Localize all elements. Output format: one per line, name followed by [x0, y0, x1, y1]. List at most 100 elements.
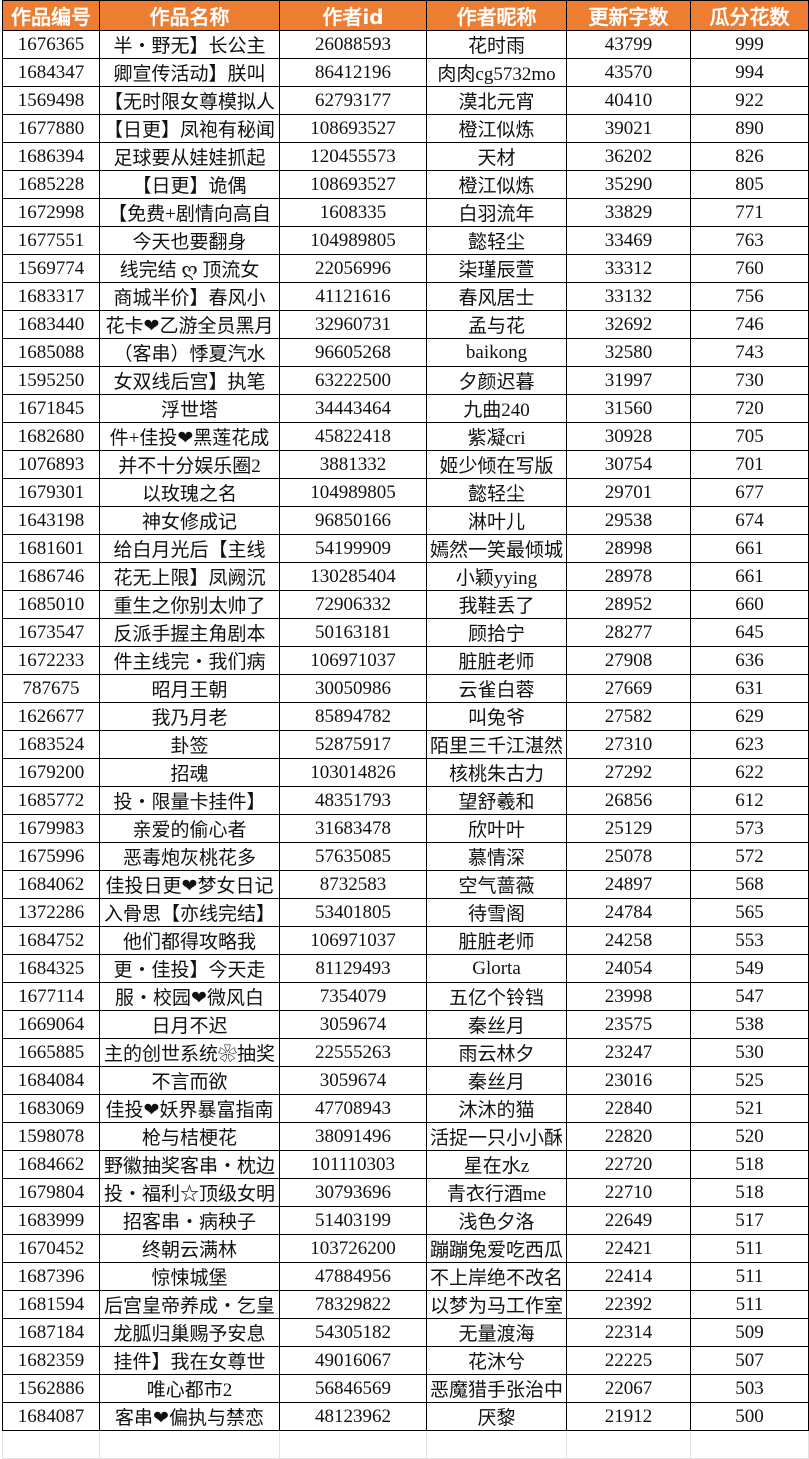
cell-author-nickname[interactable]: 厌黎 [426, 1402, 567, 1431]
cell-author-nickname[interactable]: 叫兔爷 [426, 702, 567, 731]
cell-flowers[interactable]: 674 [690, 506, 809, 535]
cell-author-nickname[interactable]: 夕颜迟暮 [426, 366, 567, 395]
cell-work-id[interactable]: 1676365 [2, 30, 100, 59]
cell-word-count[interactable]: 31997 [566, 366, 691, 395]
cell-work-name[interactable]: 招客串・病秧子 [99, 1206, 280, 1235]
cell-word-count[interactable]: 33312 [566, 254, 691, 283]
cell-work-id[interactable]: 1683317 [2, 282, 100, 311]
cell-flowers[interactable]: 677 [690, 478, 809, 507]
cell-author-nickname[interactable]: 嫣然一笑最倾城 [426, 534, 567, 563]
cell-work-name[interactable]: 花无上限】凤阙沉 [99, 562, 280, 591]
cell-work-name[interactable]: 卦签 [99, 730, 280, 759]
cell-author-nickname[interactable]: 恶魔猎手张治中 [426, 1374, 567, 1403]
cell-author-id[interactable]: 47884956 [279, 1262, 427, 1291]
cell-work-name[interactable]: 龙胍归巢赐予安息 [99, 1318, 280, 1347]
cell-author-nickname[interactable]: 空气蔷薇 [426, 870, 567, 899]
cell-author-id[interactable]: 3059674 [279, 1010, 427, 1039]
cell-author-nickname[interactable]: 白羽流年 [426, 198, 567, 227]
cell-flowers[interactable]: 994 [690, 58, 809, 87]
cell-work-name[interactable]: 【日更】凤袍有秘闻 [99, 114, 280, 143]
cell-work-id[interactable]: 1665885 [2, 1038, 100, 1067]
cell-author-nickname[interactable]: 柒瑾辰萱 [426, 254, 567, 283]
cell-flowers[interactable]: 660 [690, 590, 809, 619]
cell-work-id[interactable]: 1598078 [2, 1122, 100, 1151]
cell-flowers[interactable]: 771 [690, 198, 809, 227]
cell-work-name[interactable]: 更・佳投】今天走 [99, 954, 280, 983]
cell-author-id[interactable]: 106971037 [279, 646, 427, 675]
cell-work-id[interactable]: 1684062 [2, 870, 100, 899]
cell-author-nickname[interactable]: 天材 [426, 142, 567, 171]
cell-author-nickname[interactable]: 星在水z [426, 1150, 567, 1179]
cell-flowers[interactable]: 507 [690, 1346, 809, 1375]
cell-flowers[interactable]: 518 [690, 1178, 809, 1207]
cell-work-id[interactable]: 1679200 [2, 758, 100, 787]
cell-word-count[interactable]: 30928 [566, 422, 691, 451]
cell-work-name[interactable]: 【无时限女尊模拟人 [99, 86, 280, 115]
cell-flowers[interactable]: 549 [690, 954, 809, 983]
cell-flowers[interactable]: 622 [690, 758, 809, 787]
empty-cell[interactable] [690, 1430, 809, 1459]
cell-work-name[interactable]: 服・校园❤微风白 [99, 982, 280, 1011]
cell-work-name[interactable]: 件+佳投❤黑莲花成 [99, 422, 280, 451]
cell-work-name[interactable]: 商城半价】春风小 [99, 282, 280, 311]
cell-author-nickname[interactable]: 脏脏老师 [426, 926, 567, 955]
cell-work-id[interactable]: 1643198 [2, 506, 100, 535]
cell-author-id[interactable]: 3059674 [279, 1066, 427, 1095]
cell-flowers[interactable]: 547 [690, 982, 809, 1011]
cell-author-id[interactable]: 101110303 [279, 1150, 427, 1179]
cell-word-count[interactable]: 22649 [566, 1206, 691, 1235]
cell-word-count[interactable]: 27310 [566, 730, 691, 759]
cell-work-name[interactable]: 足球要从娃娃抓起 [99, 142, 280, 171]
cell-work-name[interactable]: 佳投❤妖界暴富指南 [99, 1094, 280, 1123]
cell-word-count[interactable]: 22314 [566, 1318, 691, 1347]
empty-cell[interactable] [279, 1430, 427, 1459]
cell-work-id[interactable]: 1683524 [2, 730, 100, 759]
cell-work-id[interactable]: 1684325 [2, 954, 100, 983]
cell-word-count[interactable]: 27669 [566, 674, 691, 703]
cell-author-nickname[interactable]: 春风居士 [426, 282, 567, 311]
cell-word-count[interactable]: 43799 [566, 30, 691, 59]
cell-word-count[interactable]: 22067 [566, 1374, 691, 1403]
cell-word-count[interactable]: 23247 [566, 1038, 691, 1067]
cell-word-count[interactable]: 24784 [566, 898, 691, 927]
cell-flowers[interactable]: 612 [690, 786, 809, 815]
cell-flowers[interactable]: 518 [690, 1150, 809, 1179]
cell-flowers[interactable]: 573 [690, 814, 809, 843]
cell-work-name[interactable]: 投・福利☆顶级女明 [99, 1178, 280, 1207]
cell-author-id[interactable]: 32960731 [279, 310, 427, 339]
cell-word-count[interactable]: 28998 [566, 534, 691, 563]
cell-work-id[interactable]: 1569498 [2, 86, 100, 115]
cell-work-id[interactable]: 1372286 [2, 898, 100, 927]
cell-work-id[interactable]: 1569774 [2, 254, 100, 283]
cell-author-nickname[interactable]: Glorta [426, 954, 567, 983]
cell-word-count[interactable]: 27292 [566, 758, 691, 787]
cell-work-name[interactable]: 浮世塔 [99, 394, 280, 423]
cell-flowers[interactable]: 525 [690, 1066, 809, 1095]
cell-flowers[interactable]: 629 [690, 702, 809, 731]
cell-author-id[interactable]: 8732583 [279, 870, 427, 899]
cell-flowers[interactable]: 553 [690, 926, 809, 955]
cell-work-name[interactable]: 终朝云满林 [99, 1234, 280, 1263]
cell-author-nickname[interactable]: 无量渡海 [426, 1318, 567, 1347]
cell-author-nickname[interactable]: 活捉一只小小酥 [426, 1122, 567, 1151]
cell-author-nickname[interactable]: 浅色夕洛 [426, 1206, 567, 1235]
cell-author-id[interactable]: 108693527 [279, 114, 427, 143]
cell-author-nickname[interactable]: 肉肉cg5732mo [426, 58, 567, 87]
cell-word-count[interactable]: 36202 [566, 142, 691, 171]
cell-author-nickname[interactable]: 孟与花 [426, 310, 567, 339]
cell-flowers[interactable]: 521 [690, 1094, 809, 1123]
cell-work-id[interactable]: 1679804 [2, 1178, 100, 1207]
cell-author-id[interactable]: 85894782 [279, 702, 427, 731]
cell-author-nickname[interactable]: 以梦为马工作室 [426, 1290, 567, 1319]
cell-work-name[interactable]: 我乃月老 [99, 702, 280, 731]
cell-work-name[interactable]: （客串）悸夏汽水 [99, 338, 280, 367]
cell-author-id[interactable]: 30793696 [279, 1178, 427, 1207]
cell-author-nickname[interactable]: 欣叶叶 [426, 814, 567, 843]
empty-cell[interactable] [2, 1430, 100, 1459]
cell-word-count[interactable]: 22421 [566, 1234, 691, 1263]
cell-flowers[interactable]: 730 [690, 366, 809, 395]
cell-work-name[interactable]: 今天也要翻身 [99, 226, 280, 255]
cell-author-id[interactable]: 34443464 [279, 394, 427, 423]
cell-word-count[interactable]: 28978 [566, 562, 691, 591]
cell-flowers[interactable]: 538 [690, 1010, 809, 1039]
